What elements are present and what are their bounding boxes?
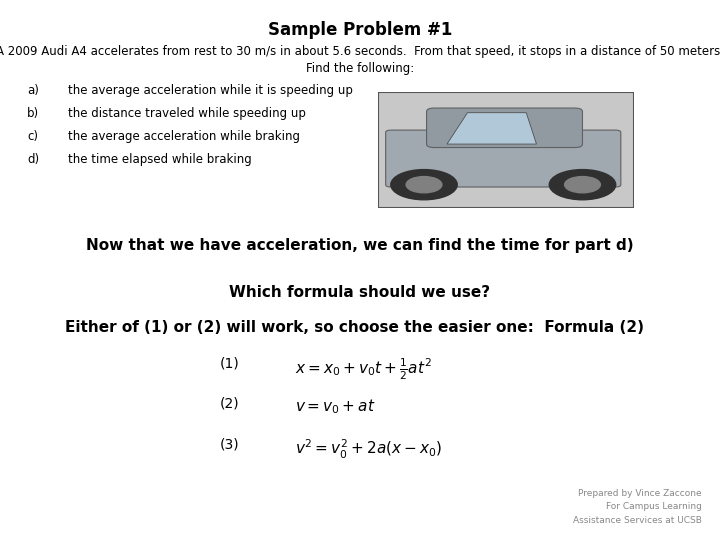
Text: Prepared by Vince Zaccone: Prepared by Vince Zaccone xyxy=(578,489,702,498)
Circle shape xyxy=(391,170,457,200)
Text: $v^2 = v_0^2 + 2a(x - x_0)$: $v^2 = v_0^2 + 2a(x - x_0)$ xyxy=(295,437,442,461)
Text: Now that we have acceleration, we can find the time for part d): Now that we have acceleration, we can fi… xyxy=(86,238,634,253)
Text: the average acceleration while it is speeding up: the average acceleration while it is spe… xyxy=(68,84,354,97)
Text: Sample Problem #1: Sample Problem #1 xyxy=(268,21,452,38)
Text: d): d) xyxy=(27,153,40,166)
Text: (1): (1) xyxy=(220,356,239,370)
Polygon shape xyxy=(447,113,536,144)
Text: b): b) xyxy=(27,107,40,120)
Text: (2): (2) xyxy=(220,397,239,411)
Text: Assistance Services at UCSB: Assistance Services at UCSB xyxy=(573,516,702,525)
Text: Find the following:: Find the following: xyxy=(306,62,414,75)
Text: Either of (1) or (2) will work, so choose the easier one:  Formula (2): Either of (1) or (2) will work, so choos… xyxy=(65,320,644,335)
Text: $v = v_0 + at$: $v = v_0 + at$ xyxy=(295,397,376,416)
Text: A 2009 Audi A4 accelerates from rest to 30 m/s in about 5.6 seconds.  From that : A 2009 Audi A4 accelerates from rest to … xyxy=(0,45,720,58)
Circle shape xyxy=(564,177,600,193)
Text: the time elapsed while braking: the time elapsed while braking xyxy=(68,153,252,166)
Text: For Campus Learning: For Campus Learning xyxy=(606,502,702,511)
Circle shape xyxy=(406,177,442,193)
Text: the distance traveled while speeding up: the distance traveled while speeding up xyxy=(68,107,306,120)
Text: c): c) xyxy=(27,130,38,143)
Circle shape xyxy=(549,170,616,200)
Text: $x = x_0 + v_0 t + \frac{1}{2}at^2$: $x = x_0 + v_0 t + \frac{1}{2}at^2$ xyxy=(295,356,432,382)
FancyBboxPatch shape xyxy=(426,108,582,147)
Text: Which formula should we use?: Which formula should we use? xyxy=(230,285,490,300)
Text: the average acceleration while braking: the average acceleration while braking xyxy=(68,130,300,143)
FancyBboxPatch shape xyxy=(386,130,621,187)
Text: a): a) xyxy=(27,84,39,97)
Text: (3): (3) xyxy=(220,437,239,451)
